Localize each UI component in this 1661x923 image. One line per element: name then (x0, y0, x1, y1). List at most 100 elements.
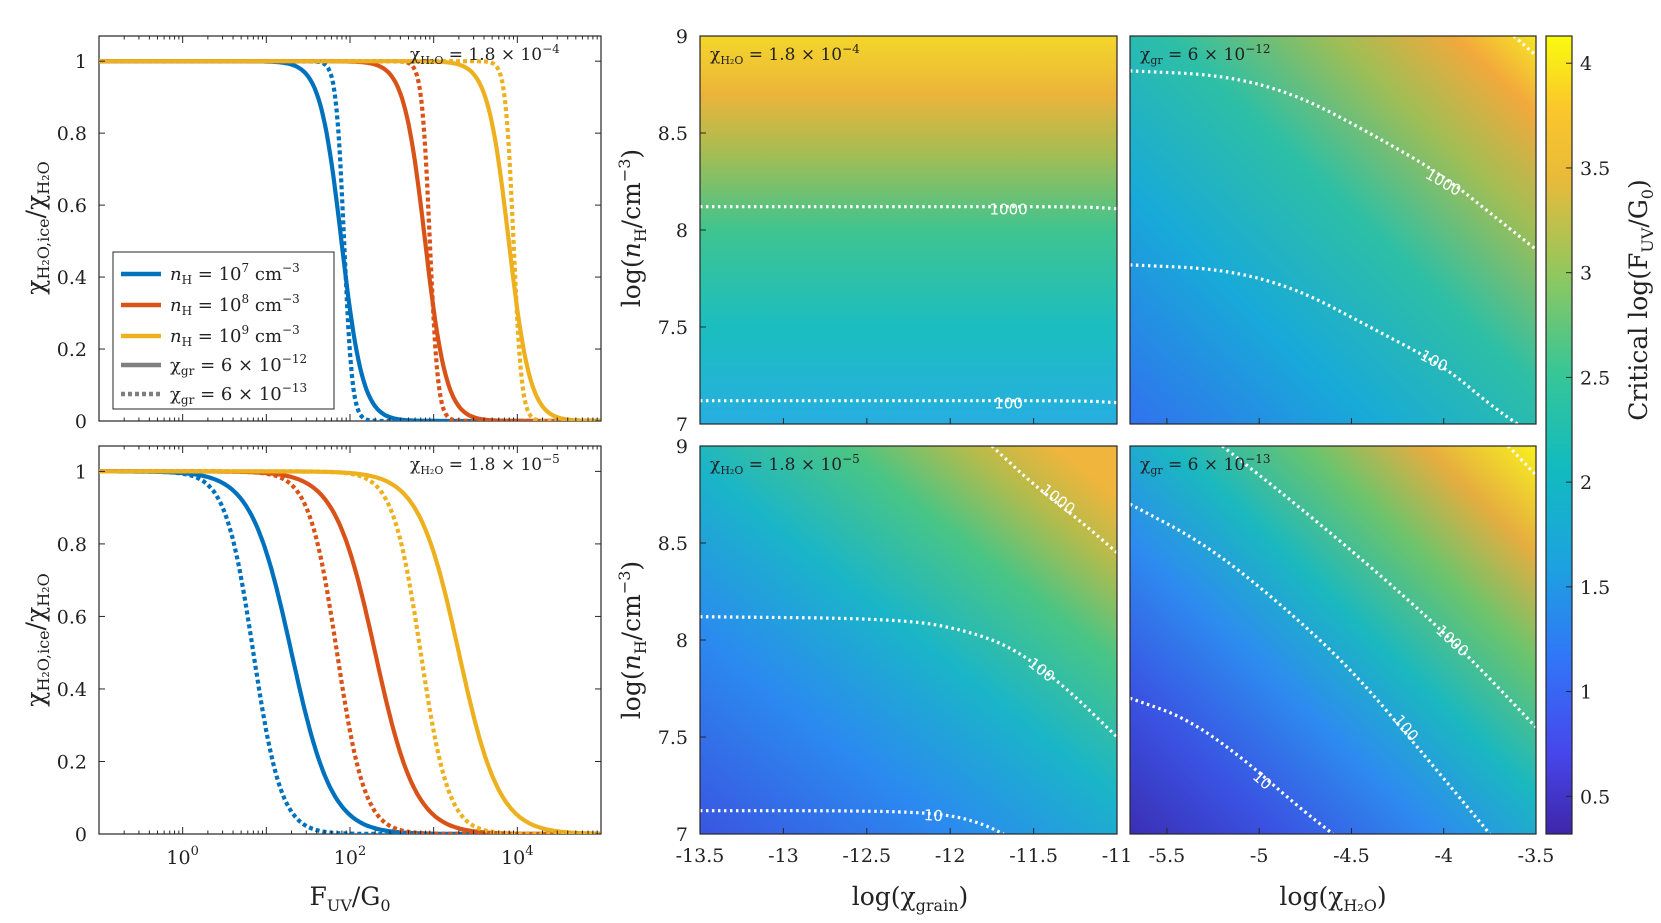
heatmap-top-left-fill (700, 36, 1117, 424)
h4-contour-1000 (1221, 446, 1536, 729)
p2-series-4-dotted (99, 469, 601, 834)
p1-ytick-label: 0.2 (57, 339, 87, 361)
heat-ytick-label: 7.5 (658, 317, 688, 339)
heat-xtick-label: -4 (1434, 845, 1453, 867)
legend-entry-1: nH = 107 cm−3 (170, 261, 300, 287)
p2-ytick-label: 0.2 (57, 751, 87, 773)
h1-contour-label-100: 100 (994, 395, 1023, 413)
heatmap-right-xlabel: log(χH₂O) (1279, 882, 1386, 915)
heat-ytick-label: 8 (676, 220, 688, 242)
legend-entry-2: nH = 108 cm−3 (170, 292, 300, 318)
h3-contour-100 (700, 615, 1117, 739)
line-panel-top: 0 0.2 0.4 0.6 0.8 1 χH₂O = 1.8 × 10−4 nH = 10… (57, 35, 602, 433)
line-panel-top-ylabel: χH₂O,ice/χH₂O (21, 161, 53, 294)
p2-ytick-label: 0 (75, 824, 87, 846)
heat-xtick-label: -11 (1102, 845, 1133, 867)
colorbar-tick-label: 2 (1580, 472, 1592, 494)
heat-xtick-label: -3.5 (1518, 845, 1555, 867)
line-panel-xtick-label: 100 (166, 844, 198, 869)
legend-box (112, 251, 335, 410)
colorbar-tick-label: 3 (1580, 263, 1592, 285)
p1-ytick-label: 0 (75, 411, 87, 433)
colorbar-fill (1546, 36, 1572, 834)
heat-xtick-label: -5.5 (1149, 845, 1186, 867)
heatmap-top-right-frame (1129, 35, 1537, 425)
heat-xtick-label: -11.5 (1009, 845, 1058, 867)
heat-xtick-label: -4.5 (1333, 845, 1370, 867)
colorbar-tick-label: 1 (1580, 682, 1592, 704)
colorbar-tick-label: 3.5 (1580, 158, 1610, 180)
heat-xtick-label: -12.5 (842, 845, 891, 867)
h4-contour-10 (1130, 696, 1334, 834)
heat-ytick-label: 8.5 (658, 123, 688, 145)
heat-ytick-label: 7 (676, 824, 688, 846)
h3-contour-label-group-10: 10 (923, 806, 943, 825)
heat-ytick-label: 9 (676, 436, 688, 458)
line-panel-top-ticks: 0 0.2 0.4 0.6 0.8 1 (57, 36, 602, 433)
p2-ytick-label: 0.8 (57, 534, 87, 556)
h1-contour-label-group-1000: 1000 (989, 201, 1027, 219)
heatmap-bottom-left-fill (700, 446, 1117, 834)
heat-ytick-label: 9 (676, 26, 688, 48)
legend-entry-3: nH = 109 cm−3 (170, 323, 300, 349)
line-panel-xlabel: FUV/G0 (310, 882, 391, 915)
heatmap-top-left: 100 1000 χH₂O = 1.8 × 10−4 (699, 35, 1118, 425)
h1-contour-1000 (700, 205, 1117, 211)
line-panel-xtick-label: 102 (334, 844, 366, 869)
heatmap-top-left-label: χH₂O = 1.8 × 10−4 (710, 42, 860, 67)
heatmap-top-right-fill (1130, 36, 1536, 424)
p1-series-5-dotted (99, 59, 601, 421)
p1-ytick-label: 0.6 (57, 195, 87, 217)
legend-entry-5: χgr = 6 × 10−13 (170, 381, 307, 407)
legend-entries: nH = 107 cm−3 nH = 108 cm−3 nH = 109 cm−… (121, 261, 307, 407)
p2-ytick-label: 0.4 (57, 679, 87, 701)
colorbar-label: Critical log(FUV/G0) (1624, 179, 1657, 421)
heatmap-bottom-ylabel: log(nH/cm−3) (615, 561, 650, 719)
colorbar-ticks: 0.5 1 1.5 2 2.5 3 3.5 4 (1566, 53, 1610, 808)
colorbar-tick-label: 4 (1580, 53, 1592, 75)
heat-xtick-label: -13.5 (676, 845, 725, 867)
colorbar-tick-label: 0.5 (1580, 786, 1610, 808)
colorbar-frame (1545, 35, 1573, 835)
h3-contour-1000 (990, 446, 1117, 554)
heatmap-top-right-label: χgr = 6 × 10−12 (1140, 42, 1271, 67)
p1-ytick-label: 0.4 (57, 267, 87, 289)
h3-contour-10 (700, 809, 1005, 834)
heat-ytick-label: 8.5 (658, 533, 688, 555)
line-panel-xtick-label: 104 (501, 844, 533, 869)
h1-contour-100 (700, 399, 1117, 405)
p2-ytick-label: 0.6 (57, 606, 87, 628)
heatmap-left-xlabel: log(χgrain) (852, 882, 969, 915)
p1-ytick-label: 0.8 (57, 123, 87, 145)
heat-ytick-label: 8 (676, 630, 688, 652)
legend: nH = 107 cm−3 nH = 108 cm−3 nH = 109 cm−… (112, 251, 335, 410)
line-panel-bottom-ticks: 0 0.2 0.4 0.6 0.8 1 100 102 104 (57, 446, 602, 869)
colorbar-tick-label: 2.5 (1580, 367, 1610, 389)
heatmap-top-ylabel: log(nH/cm−3) (615, 149, 650, 307)
h1-contour-label-group-100: 100 (994, 395, 1023, 413)
legend-entry-4: χgr = 6 × 10−12 (170, 352, 307, 378)
heatmap-bottom-right-fill (1130, 446, 1536, 834)
p2-series-2-solid (99, 469, 601, 834)
colorbar-tick-label: 1.5 (1580, 577, 1610, 599)
heatmap-bottom-right-label: χgr = 6 × 10−13 (1140, 452, 1271, 477)
heatmap-bottom-right-frame (1129, 445, 1537, 835)
heat-xtick-label: -12 (935, 845, 966, 867)
p1-series-2-solid (99, 59, 601, 421)
heatmap-top-left-contours: 100 1000 (700, 201, 1117, 413)
line-panel-bottom-ylabel: χH₂O,ice/χH₂O (21, 573, 53, 706)
h3-contour-label-10: 10 (923, 806, 943, 825)
p1-series-3-dotted (99, 59, 601, 421)
heat-xtick-label: -13 (768, 845, 799, 867)
colorbar: 0.5 1 1.5 2 2.5 3 3.5 4 Critical log(FUV/G0) (1545, 35, 1657, 835)
line-panel-bottom-frame (98, 445, 602, 835)
heat-xtick-label: -5 (1250, 845, 1269, 867)
heat-ytick-label: 7 (676, 414, 688, 436)
h2-contour-1000 (1130, 69, 1536, 251)
line-panel-bottom: 0 0.2 0.4 0.6 0.8 1 100 102 104 χH₂O = 1.8 × 10−… (57, 445, 602, 869)
